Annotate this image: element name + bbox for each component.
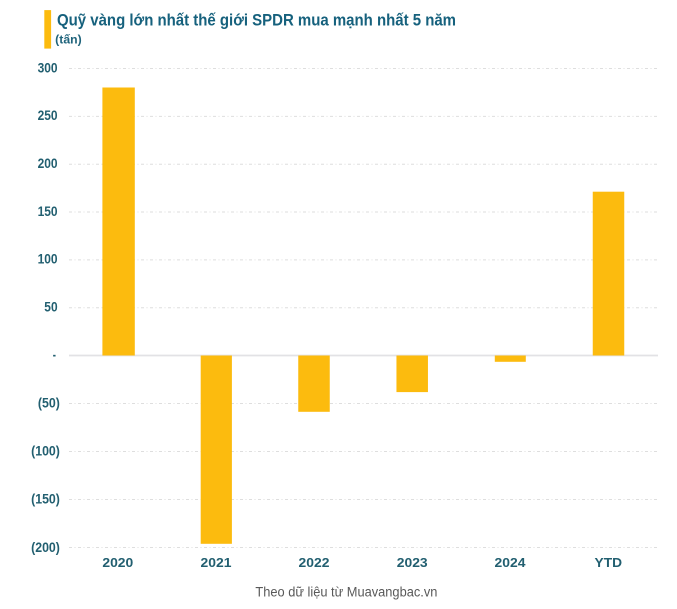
svg-text:150: 150 xyxy=(38,204,58,219)
svg-text:50: 50 xyxy=(44,300,57,315)
svg-text:300: 300 xyxy=(38,60,58,75)
svg-text:(200): (200) xyxy=(31,540,60,555)
svg-text:2024: 2024 xyxy=(495,555,527,570)
svg-text:-: - xyxy=(53,347,56,362)
svg-text:200: 200 xyxy=(38,156,58,171)
svg-text:2022: 2022 xyxy=(299,555,330,570)
svg-text:(50): (50) xyxy=(38,395,60,410)
svg-text:(150): (150) xyxy=(31,492,60,507)
svg-text:100: 100 xyxy=(38,252,58,267)
svg-text:2023: 2023 xyxy=(397,555,428,570)
svg-text:2020: 2020 xyxy=(102,555,133,570)
svg-text:(100): (100) xyxy=(31,443,60,458)
svg-text:Quỹ vàng lớn nhất thế giới SPD: Quỹ vàng lớn nhất thế giới SPDR mua mạnh… xyxy=(57,10,456,29)
svg-text:2021: 2021 xyxy=(201,555,232,570)
svg-text:YTD: YTD xyxy=(595,555,623,570)
svg-text:250: 250 xyxy=(38,108,58,123)
svg-text:(tấn): (tấn) xyxy=(55,33,81,47)
svg-text:Theo dữ liệu từ Muavangbac.vn: Theo dữ liệu từ Muavangbac.vn xyxy=(255,585,437,600)
